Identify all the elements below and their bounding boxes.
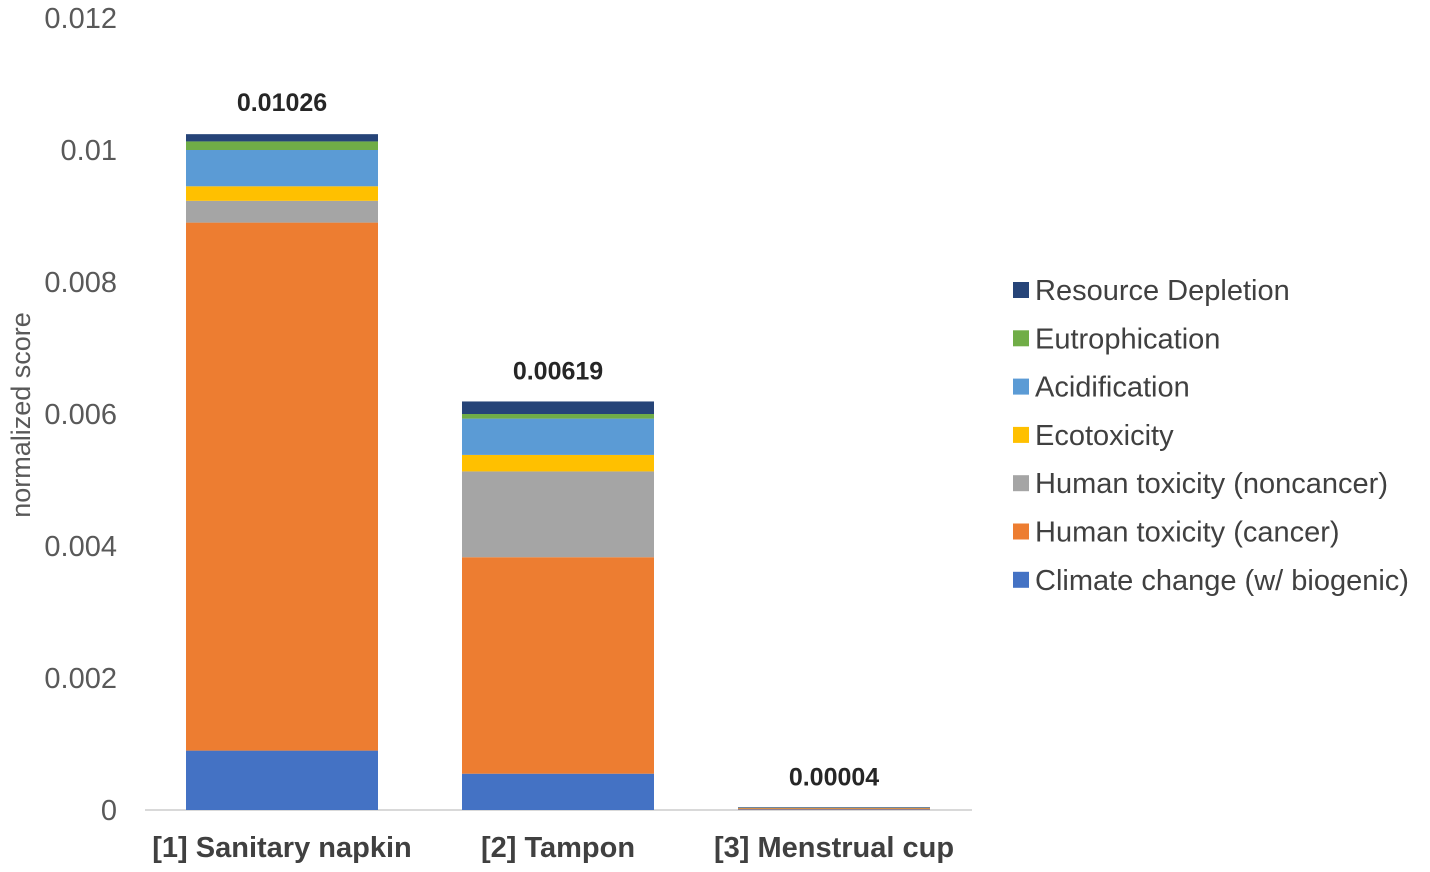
bar-segment — [186, 750, 378, 810]
legend-swatch — [1013, 330, 1029, 347]
bar-stack — [186, 134, 378, 810]
legend-swatch — [1013, 571, 1029, 588]
legend-label: Ecotoxicity — [1035, 420, 1174, 452]
bar-segment — [186, 141, 378, 150]
legend-item: Acidification — [1013, 372, 1190, 404]
bar-segment — [462, 414, 654, 419]
bar-segment — [462, 773, 654, 810]
legend-label: Eutrophication — [1035, 323, 1220, 355]
y-tick-label: 0 — [101, 795, 117, 827]
legend-item: Human toxicity (noncancer) — [1013, 468, 1388, 500]
legend-swatch — [1013, 523, 1029, 540]
y-tick-label: 0.002 — [44, 663, 117, 695]
total-data-label: 0.00619 — [513, 357, 603, 385]
legend-label: Resource Depletion — [1035, 275, 1290, 307]
legend-label: Acidification — [1035, 372, 1190, 404]
legend-label: Human toxicity (noncancer) — [1035, 468, 1388, 500]
bar-segment — [462, 401, 654, 414]
bar-segment — [186, 186, 378, 201]
legend-item: Ecotoxicity — [1013, 420, 1174, 452]
y-axis-title: normalized score — [6, 312, 36, 518]
bar-segment — [186, 222, 378, 751]
total-labels: 0.01026 0.00619 0.00004 — [237, 89, 879, 792]
bar-stack — [462, 401, 654, 810]
legend: Resource Depletion Eutrophication Acidific… — [1013, 275, 1409, 597]
legend-item: Climate change (w/ biogenic) — [1013, 565, 1409, 597]
y-tick-label: 0.006 — [44, 399, 117, 431]
bar-segment — [186, 150, 378, 187]
y-tick-label: 0.008 — [44, 267, 117, 299]
legend-swatch — [1013, 426, 1029, 443]
x-axis-categories: [1] Sanitary napkin [2] Tampon [3] Menstru… — [152, 832, 954, 864]
legend-label: Human toxicity (cancer) — [1035, 517, 1340, 549]
bar-segment — [738, 807, 930, 808]
x-category-label: [3] Menstrual cup — [714, 832, 954, 864]
legend-swatch — [1013, 378, 1029, 395]
y-tick-label: 0.012 — [44, 3, 117, 35]
bar-segment — [738, 809, 930, 810]
bar-segment — [186, 134, 378, 142]
bar-stack — [738, 807, 930, 810]
y-tick-label: 0.01 — [61, 135, 117, 167]
bar-segment — [462, 557, 654, 774]
y-axis: 0 0.002 0.004 0.006 0.008 0.01 0.012 — [44, 3, 117, 827]
total-data-label: 0.00004 — [789, 763, 879, 791]
y-tick-label: 0.004 — [44, 531, 117, 563]
legend-label: Climate change (w/ biogenic) — [1035, 565, 1409, 597]
bar-segment — [462, 471, 654, 558]
legend-item: Resource Depletion — [1013, 275, 1290, 307]
bar-segment — [462, 454, 654, 472]
legend-item: Human toxicity (cancer) — [1013, 517, 1340, 549]
x-category-label: [1] Sanitary napkin — [152, 832, 411, 864]
legend-swatch — [1013, 475, 1029, 492]
legend-item: Eutrophication — [1013, 323, 1220, 355]
x-category-label: [2] Tampon — [481, 832, 635, 864]
bar-segment — [738, 808, 930, 810]
legend-swatch — [1013, 282, 1029, 298]
bar-stacks — [186, 134, 930, 810]
bar-segment — [462, 418, 654, 455]
bar-segment — [186, 200, 378, 223]
total-data-label: 0.01026 — [237, 89, 327, 117]
